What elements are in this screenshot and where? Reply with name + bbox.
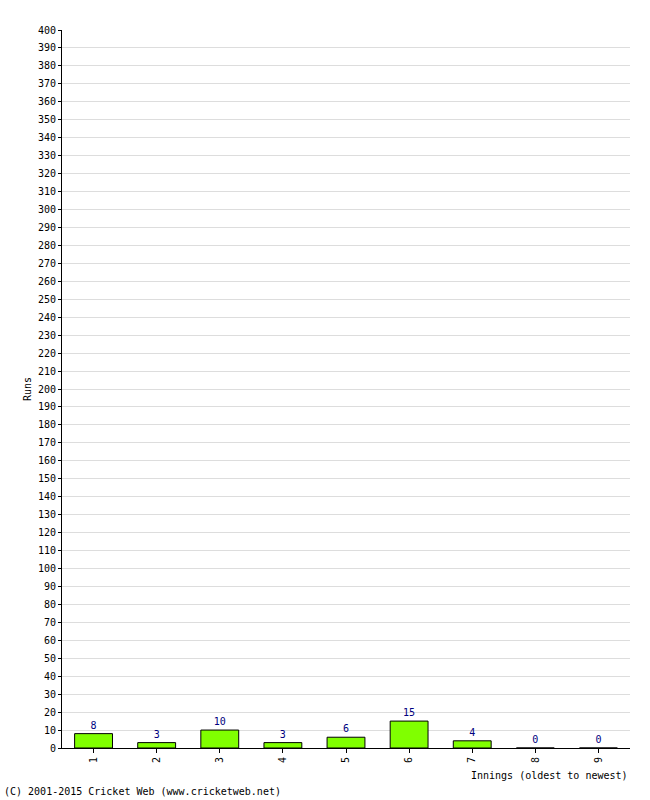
svg-text:8: 8	[91, 720, 97, 731]
svg-text:120: 120	[38, 527, 56, 538]
svg-text:240: 240	[38, 312, 56, 323]
svg-text:250: 250	[38, 294, 56, 305]
svg-text:0: 0	[595, 734, 601, 745]
svg-text:270: 270	[38, 258, 56, 269]
svg-text:20: 20	[44, 707, 56, 718]
svg-text:190: 190	[38, 401, 56, 412]
svg-text:220: 220	[38, 348, 56, 359]
svg-text:280: 280	[38, 240, 56, 251]
svg-text:80: 80	[44, 599, 56, 610]
svg-text:0: 0	[50, 743, 56, 754]
svg-text:4: 4	[277, 757, 288, 763]
svg-text:7: 7	[466, 757, 477, 763]
svg-text:130: 130	[38, 509, 56, 520]
svg-text:4: 4	[469, 727, 475, 738]
svg-text:180: 180	[38, 419, 56, 430]
svg-text:10: 10	[44, 725, 56, 736]
svg-text:10: 10	[214, 716, 226, 727]
svg-text:3: 3	[154, 729, 160, 740]
svg-text:290: 290	[38, 222, 56, 233]
svg-text:5: 5	[340, 757, 351, 763]
svg-text:210: 210	[38, 366, 56, 377]
svg-text:330: 330	[38, 150, 56, 161]
svg-text:380: 380	[38, 60, 56, 71]
svg-text:70: 70	[44, 617, 56, 628]
svg-text:2: 2	[151, 757, 162, 763]
svg-text:140: 140	[38, 491, 56, 502]
svg-text:3: 3	[280, 729, 286, 740]
svg-text:230: 230	[38, 330, 56, 341]
svg-text:200: 200	[38, 384, 56, 395]
svg-text:320: 320	[38, 168, 56, 179]
svg-text:Runs: Runs	[22, 377, 33, 401]
svg-text:40: 40	[44, 671, 56, 682]
svg-text:170: 170	[38, 437, 56, 448]
svg-text:400: 400	[38, 25, 56, 36]
svg-text:1: 1	[88, 757, 99, 763]
svg-text:100: 100	[38, 563, 56, 574]
svg-text:3: 3	[214, 757, 225, 763]
svg-text:310: 310	[38, 186, 56, 197]
svg-text:160: 160	[38, 455, 56, 466]
svg-text:150: 150	[38, 473, 56, 484]
svg-text:60: 60	[44, 635, 56, 646]
svg-text:360: 360	[38, 96, 56, 107]
svg-text:390: 390	[38, 42, 56, 53]
svg-text:0: 0	[532, 734, 538, 745]
svg-text:110: 110	[38, 545, 56, 556]
svg-text:340: 340	[38, 132, 56, 143]
svg-text:15: 15	[403, 707, 415, 718]
svg-text:6: 6	[403, 757, 414, 763]
svg-text:8: 8	[530, 757, 541, 763]
svg-text:9: 9	[593, 757, 604, 763]
svg-text:(C) 2001-2015 Cricket Web (www: (C) 2001-2015 Cricket Web (www.cricketwe…	[4, 786, 281, 797]
svg-text:90: 90	[44, 581, 56, 592]
svg-text:300: 300	[38, 204, 56, 215]
svg-text:30: 30	[44, 689, 56, 700]
svg-text:50: 50	[44, 653, 56, 664]
svg-text:Innings (oldest to newest): Innings (oldest to newest)	[471, 770, 628, 781]
svg-text:6: 6	[343, 723, 349, 734]
svg-text:260: 260	[38, 276, 56, 287]
svg-text:370: 370	[38, 78, 56, 89]
svg-text:350: 350	[38, 114, 56, 125]
